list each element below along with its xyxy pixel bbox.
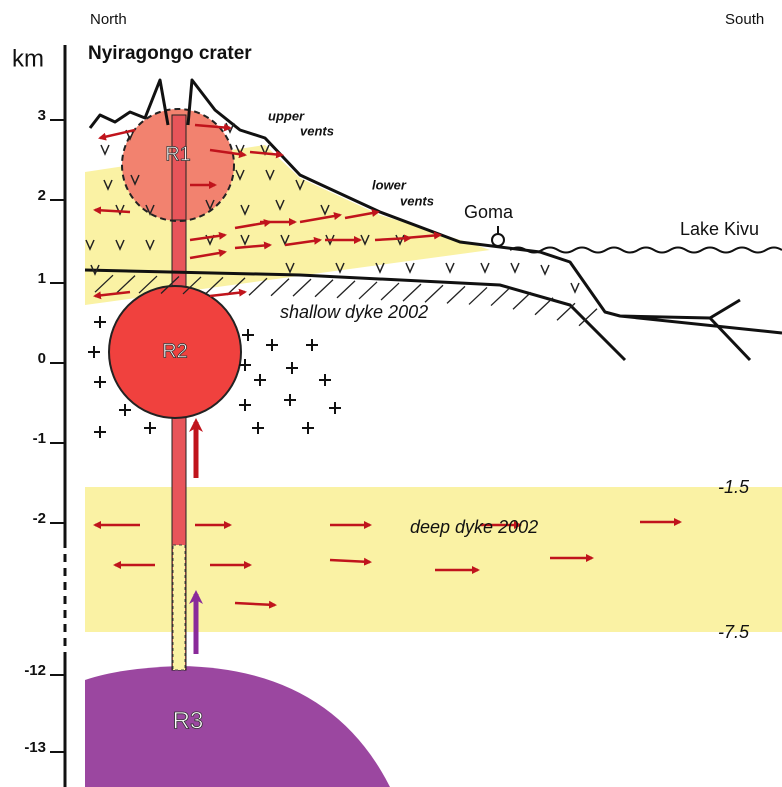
north-label: North — [90, 11, 127, 28]
plus-symbol — [254, 374, 266, 386]
deep-dyke-label: deep dyke 2002 — [410, 517, 538, 537]
upper-vents-label: vents — [300, 123, 334, 138]
depth-tick-label: 2 — [38, 187, 46, 204]
upper-vents-label: upper — [268, 108, 305, 123]
lava-symbol — [446, 263, 454, 272]
lake-label: Lake Kivu — [680, 219, 759, 239]
lava-symbol — [406, 263, 414, 272]
lake-surface — [510, 248, 782, 253]
plus-symbol — [144, 422, 156, 434]
plus-symbol — [88, 346, 100, 358]
title: Nyiragongo crater — [88, 43, 252, 64]
depth-tick-label: -12 — [24, 662, 46, 679]
conduit-deep — [173, 545, 185, 670]
depth-tick-label: 0 — [38, 350, 46, 367]
r3-label: R3 — [173, 707, 204, 734]
plus-symbol — [94, 316, 106, 328]
hatch — [425, 285, 443, 302]
hatch — [359, 282, 377, 299]
plus-symbol — [302, 422, 314, 434]
south-label: South — [725, 11, 764, 28]
cross-section: North South km Nyiragongo crater upper v… — [0, 0, 782, 787]
plus-symbol — [239, 399, 251, 411]
deep-top-label: -1.5 — [718, 477, 750, 497]
lower-vents-label: vents — [400, 193, 434, 208]
hatch — [447, 286, 465, 303]
hatch — [337, 281, 355, 298]
unit-label: km — [12, 45, 44, 72]
goma-label: Goma — [464, 202, 514, 222]
flow-arrow — [210, 292, 245, 296]
plus-symbol — [266, 339, 278, 351]
shallow-dyke-label: shallow dyke 2002 — [280, 302, 428, 322]
plus-symbol — [119, 404, 131, 416]
lava-symbol — [481, 263, 489, 272]
hatch — [293, 279, 311, 296]
plus-symbol — [94, 376, 106, 388]
depth-tick-label: 1 — [38, 270, 46, 287]
plus-symbol — [252, 422, 264, 434]
depth-tick-label: -2 — [33, 510, 46, 527]
lower-vents-label: lower — [372, 177, 407, 192]
plus-symbol — [319, 374, 331, 386]
hatch — [491, 289, 509, 306]
hatch — [513, 292, 531, 309]
lava-symbol — [101, 145, 109, 154]
conduit-upper — [172, 115, 186, 220]
hatch — [271, 279, 289, 296]
hatch — [315, 280, 333, 297]
r1-label: R1 — [165, 143, 191, 165]
goma-marker — [492, 234, 504, 246]
hatch — [381, 283, 399, 300]
depth-tick-label: -13 — [24, 739, 46, 756]
plus-symbol — [242, 329, 254, 341]
deep-bottom-label: -7.5 — [718, 622, 750, 642]
hatch — [403, 284, 421, 301]
deep-dyke-zone — [85, 487, 782, 632]
lava-symbol — [571, 283, 579, 292]
r2-label: R2 — [162, 340, 188, 362]
depth-tick-label: -1 — [33, 430, 46, 447]
hatch — [557, 303, 575, 320]
reservoir-r3 — [85, 666, 390, 787]
hatch — [469, 287, 487, 304]
depth-tick-label: 3 — [38, 107, 46, 124]
lava-symbol — [511, 263, 519, 272]
plus-symbol — [329, 402, 341, 414]
fault-2 — [710, 318, 750, 360]
hatch — [535, 298, 553, 315]
lava-symbol — [541, 265, 549, 274]
plus-symbol — [284, 394, 296, 406]
plus-symbol — [306, 339, 318, 351]
plus-symbol — [94, 426, 106, 438]
plus-symbol — [286, 362, 298, 374]
